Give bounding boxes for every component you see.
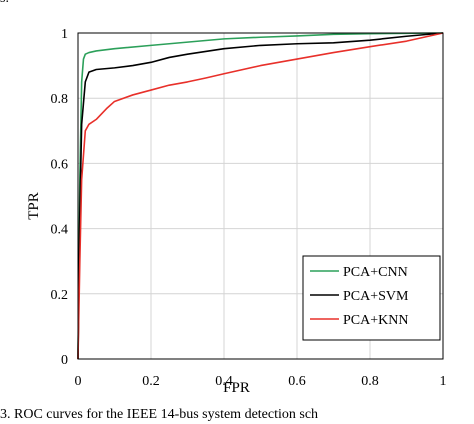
fragment-top-text: s. [0,0,9,7]
series-line-pca-svm [77,32,444,360]
figure-caption: 3. ROC curves for the IEEE 14-bus system… [0,407,319,422]
y-axis-title: TPR [26,192,42,220]
x-axis-title: FPR [223,380,250,396]
legend-label: PCA+CNN [343,265,408,280]
x-tick-label: 0.8 [361,374,379,389]
y-tick-label: 0.6 [51,157,69,172]
x-tick-label: 0 [75,374,82,389]
y-tick-label: 0.8 [51,92,69,107]
x-tick-label: 0.2 [142,374,160,389]
legend-label: PCA+KNN [343,313,408,328]
series-line-pca-cnn [77,32,444,360]
legend-box [302,255,441,341]
y-tick-label: 1 [61,27,68,42]
y-tick-label: 0.4 [51,223,69,238]
y-tick-label: 0 [61,353,68,368]
x-tick-label: 1 [440,374,447,389]
series-line-pca-knn [77,32,444,360]
plot-frame [77,32,444,360]
y-tick-label: 0.2 [51,288,69,303]
legend-label: PCA+SVM [343,289,409,304]
series-layer [77,32,444,360]
x-tick-label: 0.6 [288,374,306,389]
x-tick-label: 0.4 [215,374,233,389]
tick-layer: 0 0.2 0.4 0.6 0.8 1 0 0.2 0.4 0.6 0.8 1 [51,27,447,389]
legend: PCA+CNN PCA+SVM PCA+KNN [302,255,441,341]
